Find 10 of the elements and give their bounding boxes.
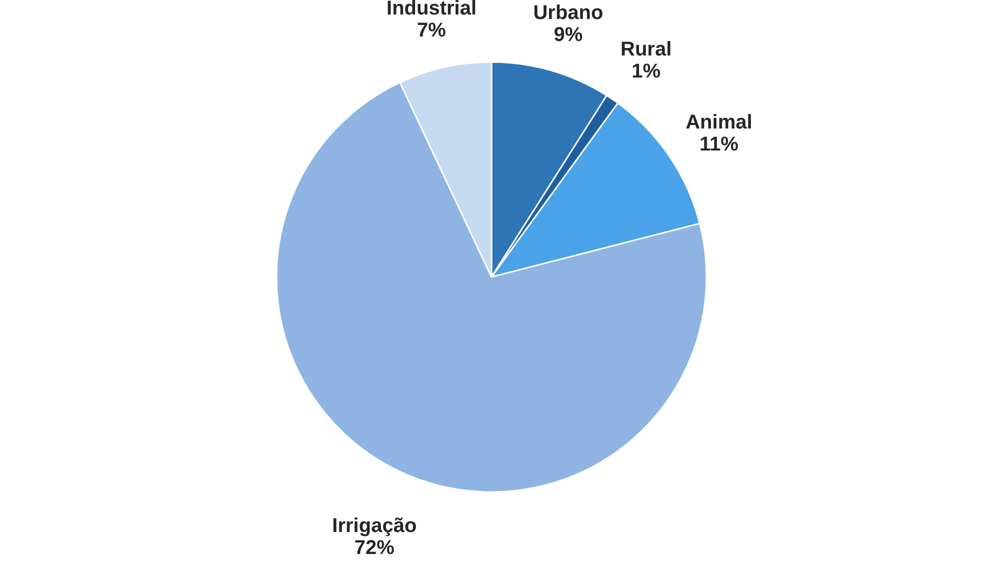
data-label: 1% (632, 60, 661, 83)
slice-label: Urbano (533, 2, 604, 24)
data-label: 7% (417, 20, 446, 42)
data-label: 11% (699, 133, 739, 156)
data-label: 9% (554, 24, 583, 46)
slice-label: Rural (620, 38, 672, 61)
slice-label: Irrigação (332, 514, 417, 537)
slice-label: Animal (686, 111, 752, 134)
data-label: 72% (354, 536, 395, 559)
slice-label: Industrial (386, 0, 477, 20)
